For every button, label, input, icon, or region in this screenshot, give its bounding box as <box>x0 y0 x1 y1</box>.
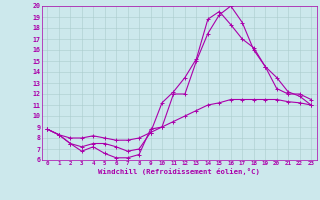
X-axis label: Windchill (Refroidissement éolien,°C): Windchill (Refroidissement éolien,°C) <box>98 168 260 175</box>
